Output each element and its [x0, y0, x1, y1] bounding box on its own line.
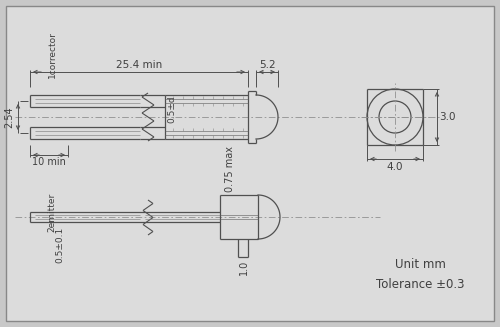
Text: 4.0: 4.0 — [387, 162, 403, 172]
Text: 0.5±0.1: 0.5±0.1 — [56, 227, 64, 263]
Text: 1.0: 1.0 — [239, 259, 249, 275]
Text: 0.5±d: 0.5±d — [168, 95, 176, 123]
Text: 1corrector: 1corrector — [48, 32, 56, 78]
Text: 2emitter: 2emitter — [48, 192, 56, 232]
Text: 3.0: 3.0 — [439, 112, 455, 122]
Text: 2.54: 2.54 — [4, 106, 14, 128]
Text: 25.4 min: 25.4 min — [116, 60, 162, 70]
Text: 10 min: 10 min — [32, 157, 66, 167]
Text: Unit mm: Unit mm — [394, 259, 446, 271]
Text: 5.2: 5.2 — [258, 60, 276, 70]
Text: 0.75 max: 0.75 max — [225, 146, 235, 192]
Text: Tolerance ±0.3: Tolerance ±0.3 — [376, 279, 464, 291]
